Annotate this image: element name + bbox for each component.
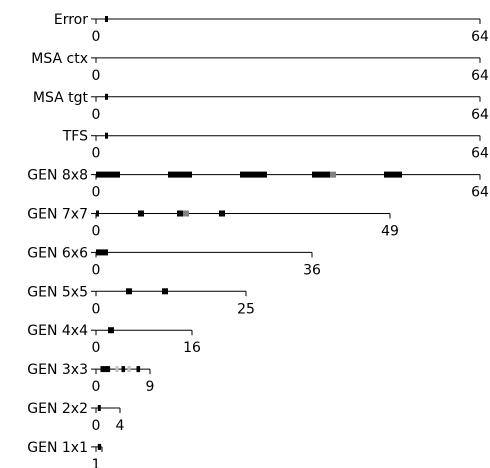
row-label-gen-8x8: GEN 8x8	[27, 168, 88, 184]
block-gen-7x7-2	[177, 210, 183, 217]
block-error-0	[105, 16, 108, 22]
x-tick-label-start-tfs: 0	[92, 146, 101, 162]
block-gen-3x3-1	[115, 366, 119, 373]
row-label-gen-6x6: GEN 6x6	[27, 245, 88, 261]
x-tick-label-end-msa-tgt: 64	[471, 107, 489, 123]
block-gen-7x7-4	[219, 210, 225, 217]
row-label-gen-7x7: GEN 7x7	[27, 207, 88, 223]
x-tick-label-start-error: 0	[92, 29, 101, 45]
block-gen-7x7-1	[138, 210, 144, 217]
x-tick-label-end-msa-ctx: 64	[471, 68, 489, 84]
block-gen-4x4-0	[108, 327, 114, 334]
x-tick-label-start-msa-ctx: 0	[92, 68, 101, 84]
block-gen-8x8-5	[384, 171, 402, 178]
row-label-error: Error	[54, 12, 88, 28]
block-gen-7x7-3	[183, 210, 189, 217]
row-label-msa-tgt: MSA tgt	[33, 90, 89, 106]
x-tick-label-start-gen-4x4: 0	[92, 340, 101, 356]
x-tick-label-end-tfs: 64	[471, 146, 489, 162]
x-tick-label-start-gen-3x3: 0	[92, 379, 101, 395]
x-tick-label-start-gen-1x1: 1	[92, 457, 101, 468]
block-gen-8x8-3	[312, 171, 330, 178]
x-tick-label-end-gen-5x5: 25	[237, 301, 255, 317]
x-tick-label-start-gen-8x8: 0	[92, 185, 101, 201]
row-label-msa-ctx: MSA ctx	[31, 51, 88, 67]
block-tfs-0	[105, 132, 108, 139]
block-gen-5x5-1	[162, 288, 168, 295]
row-label-gen-1x1: GEN 1x1	[27, 440, 88, 456]
x-tick-label-end-gen-3x3: 9	[146, 379, 155, 395]
x-tick-label-end-gen-7x7: 49	[381, 224, 399, 240]
row-label-gen-3x3: GEN 3x3	[27, 362, 88, 378]
row-label-gen-2x2: GEN 2x2	[27, 401, 88, 417]
row-label-gen-4x4: GEN 4x4	[27, 323, 88, 339]
block-gen-8x8-4	[330, 171, 336, 178]
block-gen-8x8-0	[96, 171, 120, 178]
x-tick-label-start-gen-6x6: 0	[92, 262, 101, 278]
block-gen-3x3-0	[100, 366, 111, 373]
x-tick-label-start-gen-2x2: 0	[92, 418, 101, 434]
block-gen-3x3-3	[127, 366, 131, 373]
block-msa-tgt-0	[105, 93, 108, 100]
block-gen-3x3-2	[121, 366, 126, 373]
block-gen-2x2-0	[97, 405, 101, 411]
block-gen-8x8-1	[168, 171, 192, 178]
block-gen-8x8-2	[240, 171, 267, 178]
block-gen-5x5-0	[126, 288, 132, 295]
block-gen-1x1-0	[97, 443, 102, 450]
row-label-tfs: TFS	[62, 129, 88, 145]
x-tick-label-start-msa-tgt: 0	[92, 107, 101, 123]
x-tick-label-end-gen-2x2: 4	[116, 418, 125, 434]
block-gen-6x6-0	[96, 249, 108, 256]
block-gen-7x7-0	[96, 210, 99, 217]
row-label-gen-5x5: GEN 5x5	[27, 284, 88, 300]
x-tick-label-end-error: 64	[471, 29, 489, 45]
block-gen-3x3-4	[136, 366, 141, 373]
x-tick-label-end-gen-6x6: 36	[303, 262, 321, 278]
x-tick-label-end-gen-8x8: 64	[471, 185, 489, 201]
x-tick-label-end-gen-4x4: 16	[183, 340, 201, 356]
x-tick-label-start-gen-7x7: 0	[92, 224, 101, 240]
x-tick-label-start-gen-5x5: 0	[92, 301, 101, 317]
